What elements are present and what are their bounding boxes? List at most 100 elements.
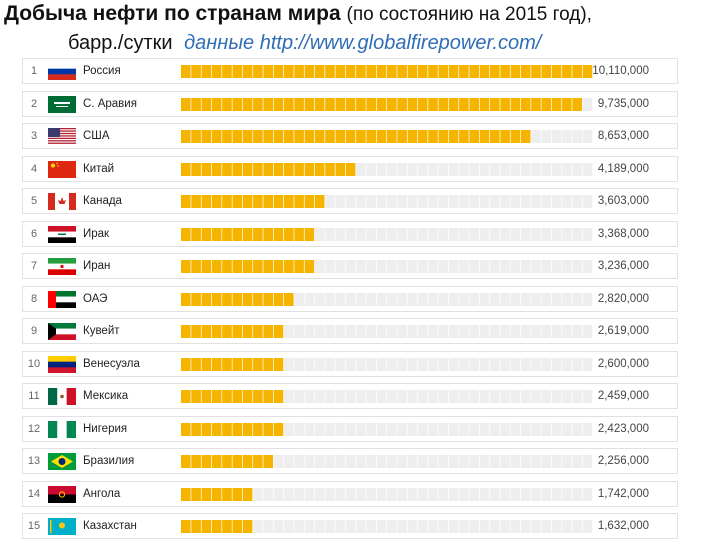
value-label: 3,368,000 [597, 227, 649, 240]
rank-label: 13 [27, 455, 41, 467]
bar-track [181, 162, 593, 176]
bar-segment-empty [582, 422, 593, 436]
bar-segment-filled [572, 97, 582, 111]
bar-track [181, 487, 593, 501]
bar-segment-filled [222, 260, 232, 273]
bar-segment-empty [325, 325, 335, 338]
bar-segment-filled [181, 130, 191, 143]
bar-segment-empty [520, 487, 531, 501]
table-row: 11 Мексика 2,459,000 [22, 383, 678, 409]
bar-segment-filled [273, 260, 284, 273]
bar-segment-filled [242, 422, 253, 436]
rank-label: 8 [30, 292, 38, 305]
bar-segment-empty [407, 390, 418, 403]
bar-segment-empty [479, 162, 490, 176]
bar-segment-empty [541, 325, 552, 338]
bar-segment-filled [273, 162, 284, 176]
bar-segment-filled [541, 97, 552, 111]
bar-segment-filled [314, 195, 325, 208]
rank-label: 9 [30, 325, 38, 337]
bar-segment-filled [242, 390, 253, 403]
bar-segment-empty [325, 195, 335, 208]
bar-segment-filled [253, 422, 263, 436]
bar-segment-empty [562, 130, 572, 143]
bar-segment-empty [407, 227, 418, 241]
bar-segment-filled [263, 130, 273, 143]
bar-segment-filled [242, 227, 253, 241]
bar-track [181, 325, 593, 338]
bar-segment-empty [582, 195, 593, 208]
bar-segment-filled [242, 520, 253, 533]
bar-segment-empty [345, 487, 356, 501]
bar-segment-filled [222, 162, 232, 176]
bar-segment-filled [181, 520, 191, 533]
bar-track [181, 130, 593, 143]
bar-segment-empty [562, 260, 572, 273]
bar-segment-filled [459, 65, 469, 78]
bar-segment-empty [459, 292, 469, 306]
bar-segment-filled [397, 65, 407, 78]
bar-segment-empty [490, 487, 500, 501]
country-label: Китай [83, 162, 115, 175]
bar-segment-empty [500, 227, 510, 241]
bar-segment-filled [253, 162, 263, 176]
bar-segment-empty [572, 455, 582, 468]
bar-segment-filled [181, 455, 191, 468]
bar-segment-empty [325, 422, 335, 436]
bar-segment-empty [541, 520, 552, 533]
bar-segment-empty [428, 455, 438, 468]
value-label: 1,742,000 [597, 487, 649, 500]
bar-segment-empty [572, 487, 582, 501]
bar-segment-empty [263, 520, 273, 533]
bar-segment-filled [211, 292, 222, 306]
bar-segment-filled [201, 130, 212, 143]
bar-segment-empty [479, 520, 490, 533]
bar-segment-empty [284, 422, 294, 436]
bar-segment-filled [201, 455, 212, 468]
bar-segment-filled [253, 65, 263, 78]
bar-segment-empty [325, 520, 335, 533]
bar-segment-empty [376, 325, 387, 338]
bar-segment-empty [376, 455, 387, 468]
bar-segment-empty [541, 227, 552, 241]
bar-segment-filled [345, 162, 356, 176]
bar-segment-empty [397, 325, 407, 338]
table-row: 13 Бразилия 2,256,000 [22, 448, 678, 474]
bar-segment-empty [469, 325, 479, 338]
bar-segment-empty [531, 325, 541, 338]
bar-segment-filled [438, 97, 449, 111]
bar-segment-filled [201, 357, 212, 371]
bar-segment-empty [562, 422, 572, 436]
bar-segment-empty [582, 390, 593, 403]
bar-segment-filled [191, 325, 201, 338]
bar-segment-filled [428, 130, 438, 143]
bar-segment-empty [448, 455, 459, 468]
bar-segment-empty [541, 455, 552, 468]
bar-segment-empty [428, 292, 438, 306]
bar-segment-empty [294, 422, 304, 436]
bar-segment-filled [232, 390, 243, 403]
bar-segment-empty [397, 195, 407, 208]
bar-segment-empty [490, 227, 500, 241]
bar-segment-empty [284, 325, 294, 338]
bar-track [181, 455, 593, 468]
bar-segment-empty [582, 227, 593, 241]
bar-segment-filled [407, 65, 418, 78]
bar-segment-empty [520, 390, 531, 403]
bar-segment-empty [562, 390, 572, 403]
bar-segment-empty [531, 162, 541, 176]
bar-segment-empty [500, 325, 510, 338]
venezuela-flag-icon [48, 355, 76, 373]
bar-segment-filled [222, 325, 232, 338]
russia-flag-icon [48, 63, 76, 80]
bar-segment-filled [479, 130, 490, 143]
bar-segment-filled [582, 65, 593, 78]
bar-segment-empty [314, 487, 325, 501]
bar-segment-filled [428, 65, 438, 78]
bar-segment-filled [407, 130, 418, 143]
bar-segment-empty [510, 487, 521, 501]
bar-segment-empty [551, 162, 562, 176]
country-label: США [83, 130, 110, 142]
bar-segment-filled [201, 97, 212, 111]
bar-segment-empty [572, 260, 582, 273]
